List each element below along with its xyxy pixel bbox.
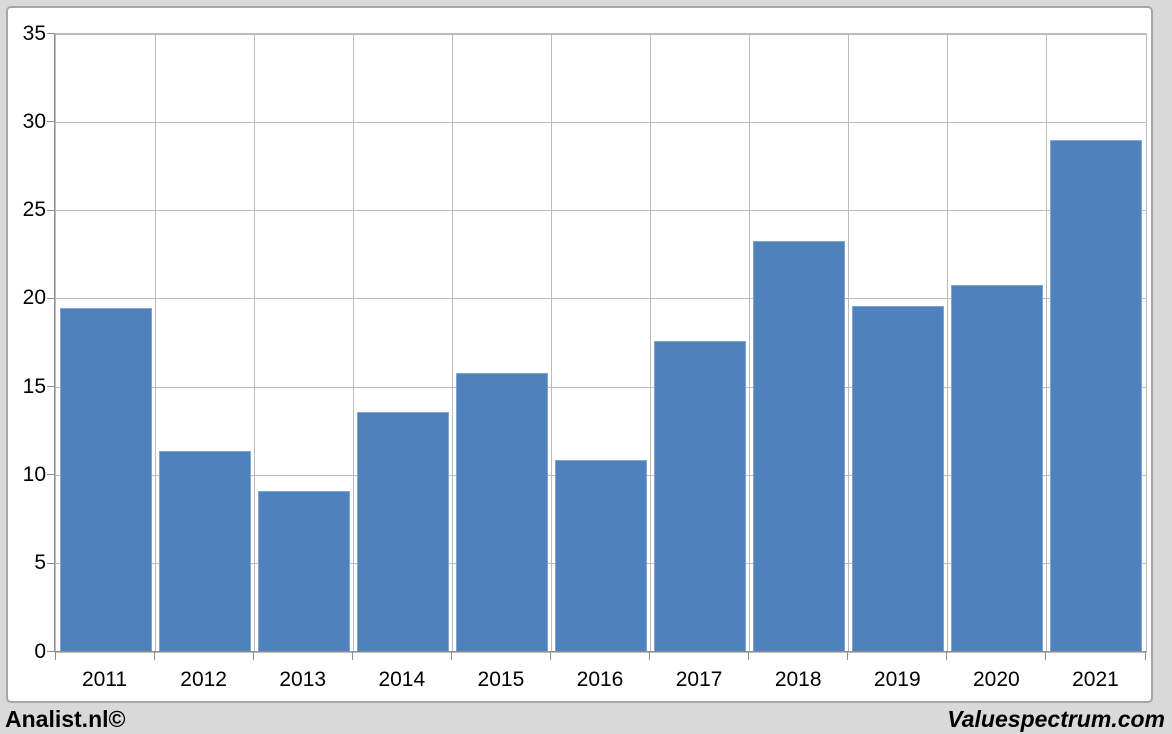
x-tick-mark [351, 652, 353, 660]
y-tick-label: 25 [22, 198, 46, 222]
y-tick-label: 35 [22, 21, 46, 45]
y-axis-line [54, 33, 55, 652]
x-tick-mark [549, 652, 551, 660]
bar-2017 [654, 341, 747, 652]
y-tick-label: 0 [34, 639, 46, 663]
bar-2016 [554, 459, 648, 652]
bar-2019 [852, 305, 945, 652]
gridline-horizontal [56, 298, 1146, 300]
y-tick-label: 30 [22, 109, 46, 133]
x-tick-mark [450, 652, 452, 660]
y-tick-mark [47, 651, 55, 652]
gridline-vertical [650, 34, 652, 652]
bar-2021 [1050, 139, 1143, 652]
x-tick-label: 2019 [873, 668, 921, 691]
gridline-vertical [550, 34, 552, 652]
bar-2011 [59, 307, 152, 652]
x-tick-label: 2011 [81, 668, 128, 691]
gridline-horizontal [56, 386, 1146, 388]
x-tick-label: 2015 [477, 668, 525, 691]
gridline-horizontal [56, 121, 1146, 123]
gridline-vertical [749, 34, 751, 652]
x-tick-label: 2018 [774, 668, 822, 691]
x-tick-mark [54, 652, 56, 660]
x-axis-line [54, 651, 1146, 652]
x-tick-label: 2014 [378, 668, 426, 691]
x-tick-mark [748, 652, 750, 660]
y-tick-mark [47, 33, 55, 34]
bar-2013 [257, 491, 350, 652]
x-tick-label: 2020 [973, 668, 1020, 691]
y-tick-mark [47, 474, 55, 476]
bar-2012 [158, 450, 251, 652]
bar-2015 [455, 373, 548, 652]
x-tick-label: 2017 [675, 668, 723, 691]
bar-2020 [951, 284, 1044, 652]
x-tick-mark [946, 652, 948, 660]
x-tick-label: 2016 [576, 668, 624, 691]
x-tick-mark [153, 652, 155, 660]
x-tick-mark [1144, 652, 1146, 660]
gridline-vertical [1046, 34, 1048, 652]
y-tick-mark [47, 297, 55, 299]
y-tick-label: 10 [22, 462, 46, 486]
y-tick-label: 5 [34, 551, 46, 575]
gridline-vertical [154, 34, 156, 652]
footer-left-brand: Analist.nl© [5, 706, 126, 732]
x-tick-mark [1045, 652, 1047, 660]
gridline-vertical [848, 34, 850, 652]
gridline-vertical [352, 34, 354, 652]
plot-area [55, 33, 1147, 653]
x-tick-mark [847, 652, 849, 660]
gridline-vertical [947, 34, 949, 652]
y-tick-mark [47, 562, 55, 564]
gridline-vertical [451, 34, 453, 652]
y-tick-mark [47, 121, 55, 123]
bar-2018 [753, 240, 846, 652]
bar-2014 [356, 411, 449, 652]
x-tick-label: 2012 [180, 668, 227, 691]
y-tick-mark [47, 209, 55, 211]
y-tick-label: 20 [22, 286, 46, 310]
gridline-horizontal [56, 33, 1146, 35]
footer-right-brand: Valuespectrum.com [947, 706, 1165, 732]
x-tick-label: 2013 [279, 668, 327, 691]
gridline-horizontal [56, 210, 1146, 212]
x-tick-mark [252, 652, 254, 660]
y-tick-label: 15 [22, 374, 46, 398]
x-tick-label: 2021 [1072, 668, 1119, 691]
y-tick-mark [47, 386, 55, 388]
x-tick-mark [649, 652, 651, 660]
gridline-vertical [253, 34, 255, 652]
